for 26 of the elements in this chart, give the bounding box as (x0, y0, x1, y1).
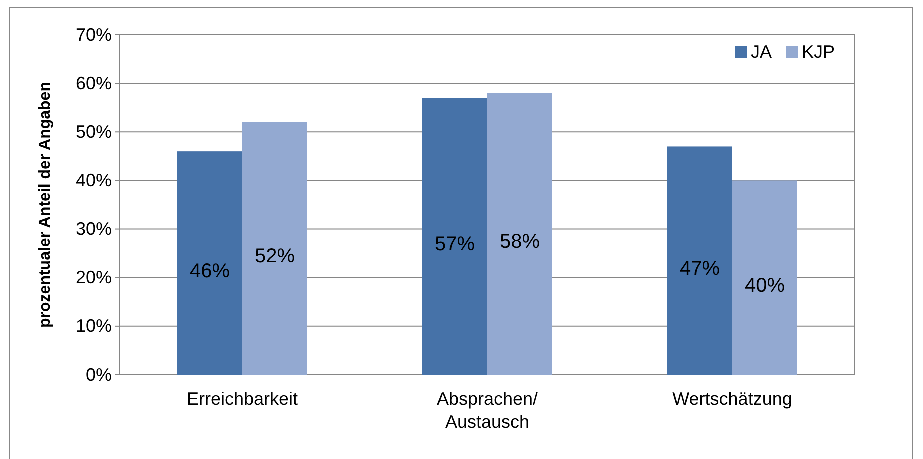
y-tick-label: 20% (76, 268, 112, 288)
bar (422, 98, 488, 375)
x-tick-label: Wertschätzung (672, 389, 792, 409)
bar (668, 146, 732, 375)
data-label: 57% (434, 234, 476, 256)
data-label: 46% (190, 260, 230, 282)
y-tick-label: 10% (76, 316, 112, 336)
y-tick-label: 0% (86, 364, 112, 385)
data-label: 40% (744, 274, 786, 297)
bar (732, 180, 798, 375)
x-tick-label: Erreichbarkeit (186, 389, 298, 409)
legend-label: KJP (802, 42, 836, 62)
data-label: 58% (500, 231, 540, 254)
bar (178, 152, 242, 375)
legend-label: JA (751, 42, 772, 62)
bar (242, 122, 308, 375)
y-tick-label: 30% (76, 219, 112, 240)
y-tick-label: 50% (76, 122, 112, 142)
data-label: 47% (680, 258, 720, 280)
y-tick-label: 40% (76, 170, 112, 190)
data-label: 52% (254, 246, 296, 268)
y-tick-label: 70% (76, 24, 112, 45)
bar (488, 93, 552, 375)
x-tick-label: Absprachen/ Austausch (436, 389, 538, 432)
y-axis-title: prozentualer Anteil der Angaben (37, 82, 54, 328)
y-tick-label: 60% (76, 73, 112, 94)
